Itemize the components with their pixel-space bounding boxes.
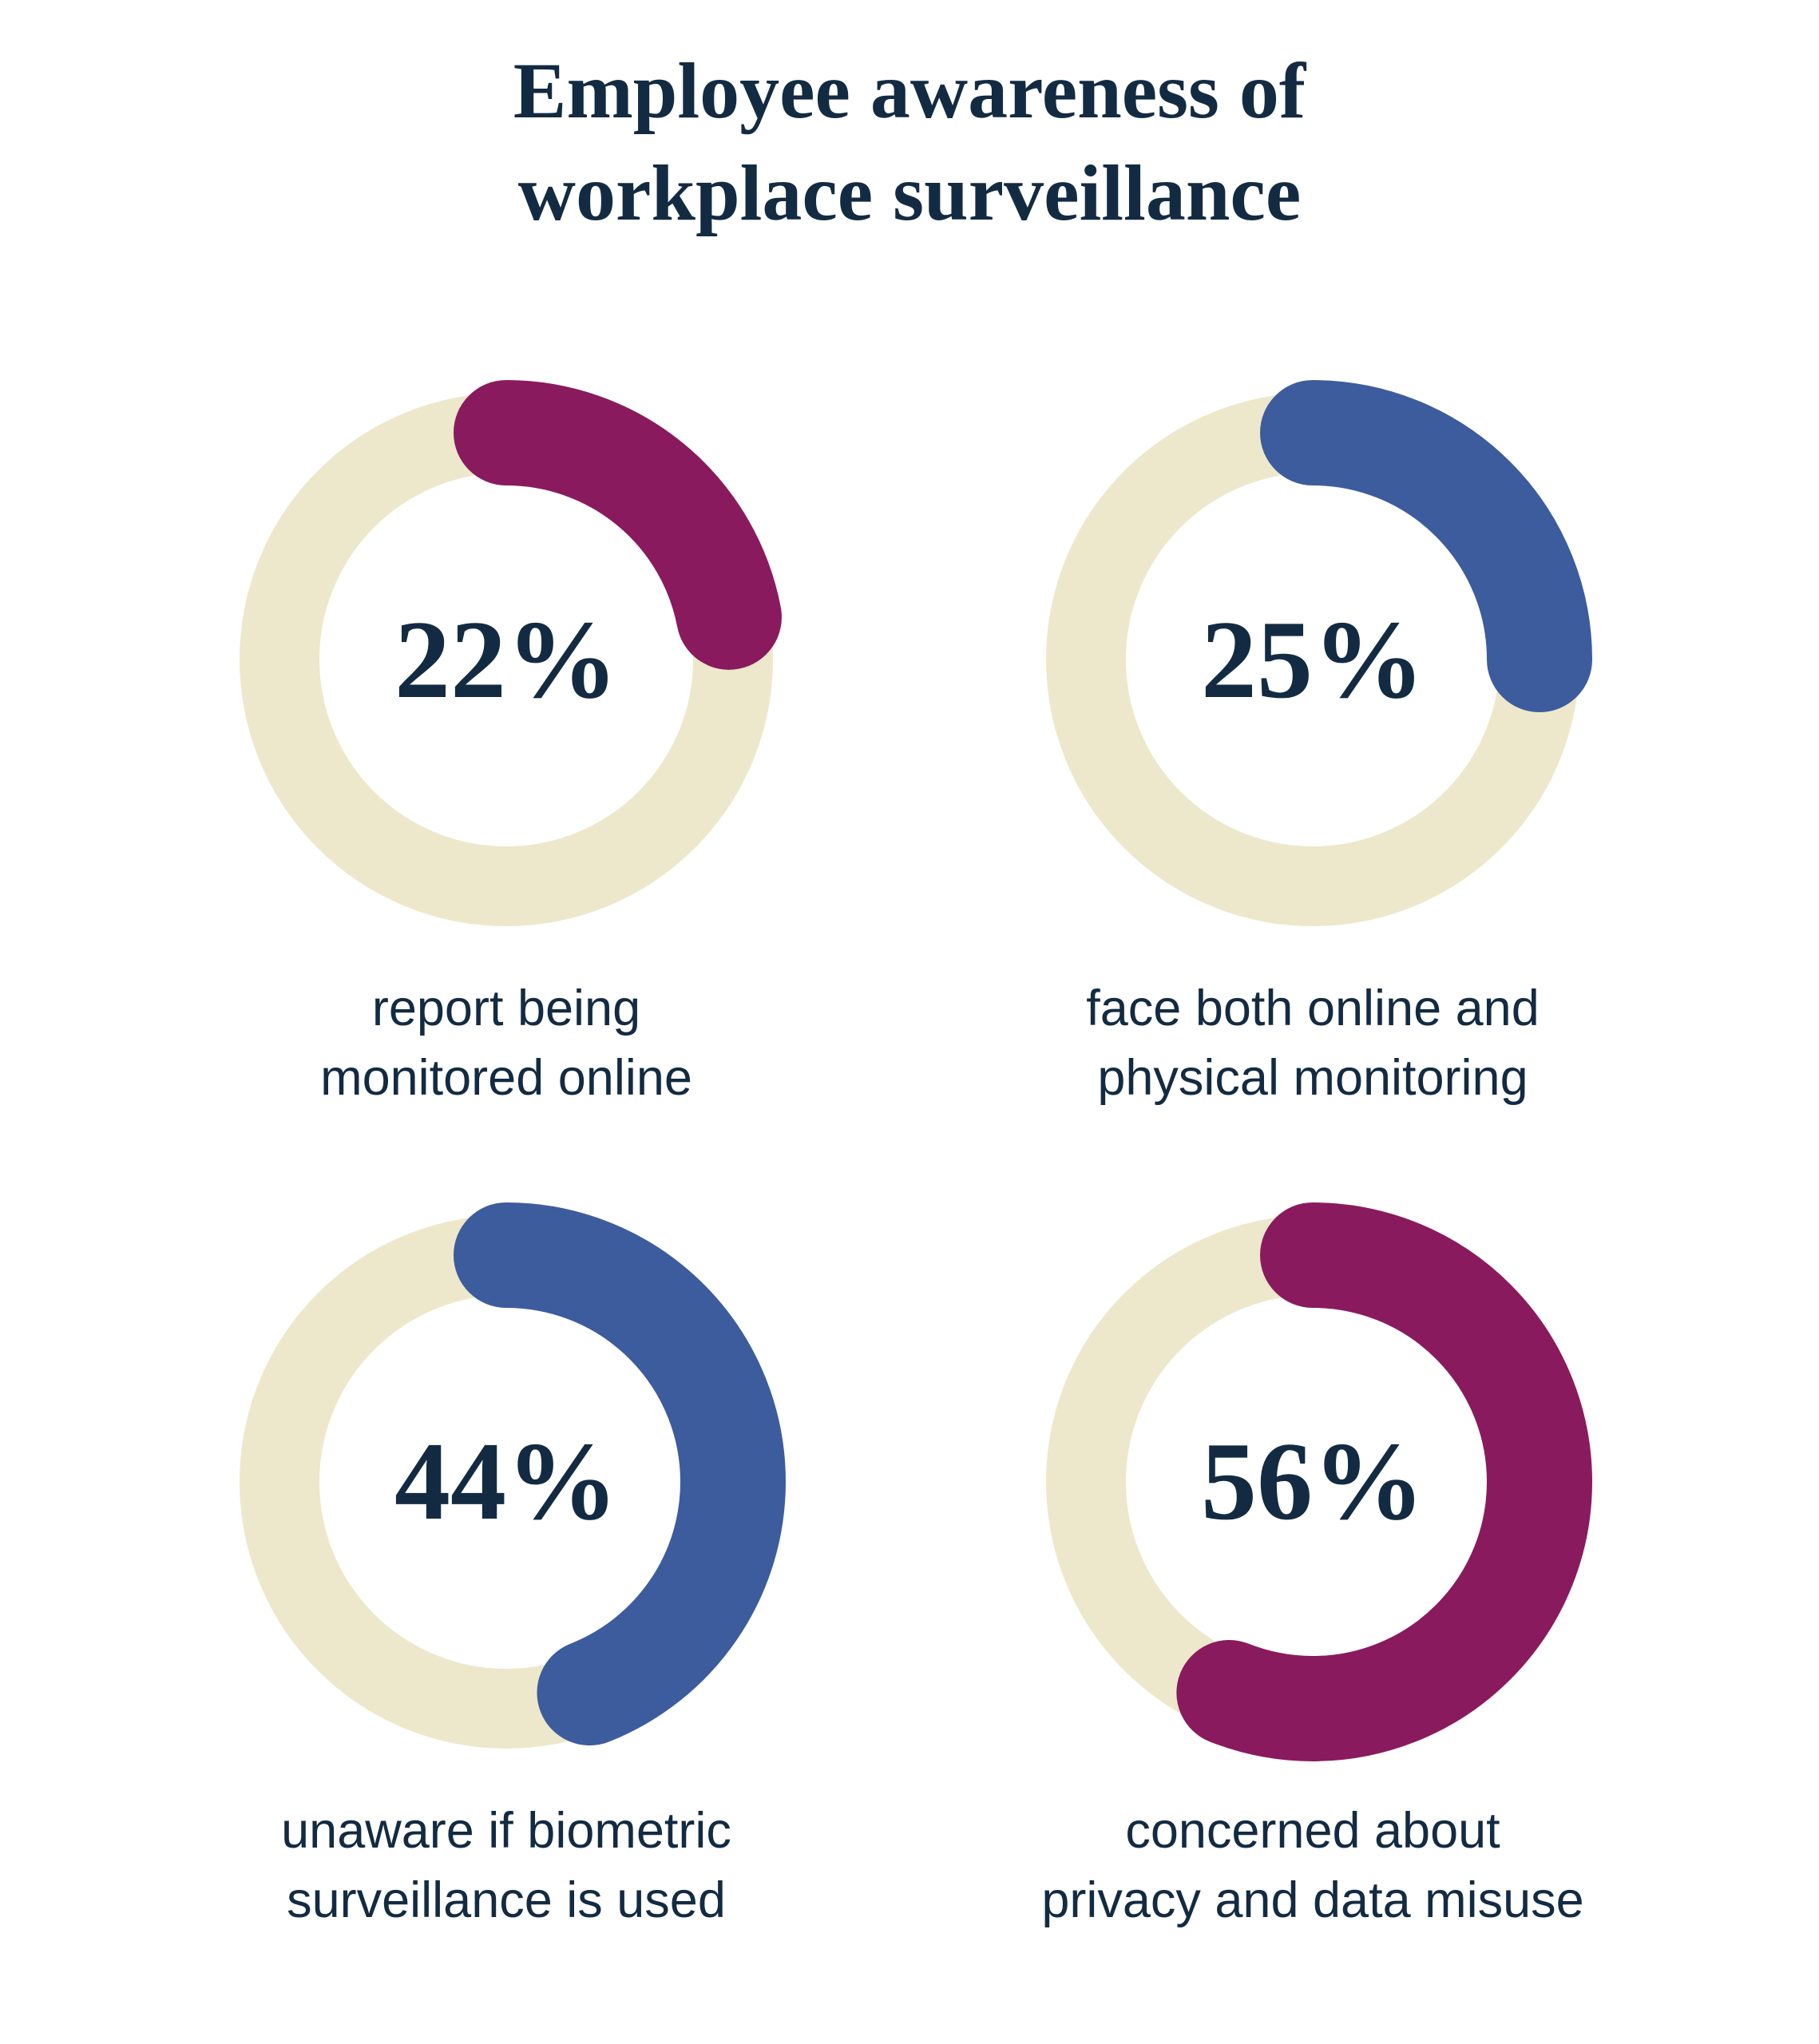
donut-caption: concerned about privacy and data misuse [1041, 1802, 1584, 1928]
donut-caption: face both online and physical monitoring [1086, 980, 1540, 1106]
donut-caption: unaware if biometric surveillance is use… [281, 1802, 731, 1928]
donut-chart-biometric-unaware: 44% unaware if biometric surveillance is… [103, 1202, 910, 1935]
donut-value-label: 22% [394, 597, 618, 722]
donut-svg [227, 1202, 786, 1761]
donut-ring: 44% [227, 1202, 786, 1761]
donut-arc [1033, 1202, 1592, 1761]
donut-chart-online-and-physical: 25% face both online and physical monito… [910, 380, 1716, 1113]
donut-value-label: 56% [1201, 1420, 1425, 1544]
donut-svg [227, 380, 786, 939]
donut-caption: report being monitored online [320, 980, 692, 1106]
donut-ring: 22% [227, 380, 786, 939]
donut-arc [1033, 380, 1592, 939]
donut-svg [1033, 1202, 1592, 1761]
donut-ring: 25% [1033, 380, 1592, 939]
donut-ring: 56% [1033, 1202, 1592, 1761]
donut-chart-privacy-concern: 56% concerned about privacy and data mis… [910, 1202, 1716, 1935]
donut-value-label: 44% [394, 1420, 618, 1544]
page-title: Employee awareness of workplace surveill… [513, 46, 1306, 237]
donut-arc [227, 380, 786, 939]
donut-chart-monitored-online: 22% report being monitored online [103, 380, 910, 1113]
donut-arc [227, 1202, 786, 1761]
donut-value-label: 25% [1201, 597, 1425, 722]
donut-svg [1033, 380, 1592, 939]
donut-grid: 22% report being monitored online 25% fa… [0, 380, 1819, 1935]
